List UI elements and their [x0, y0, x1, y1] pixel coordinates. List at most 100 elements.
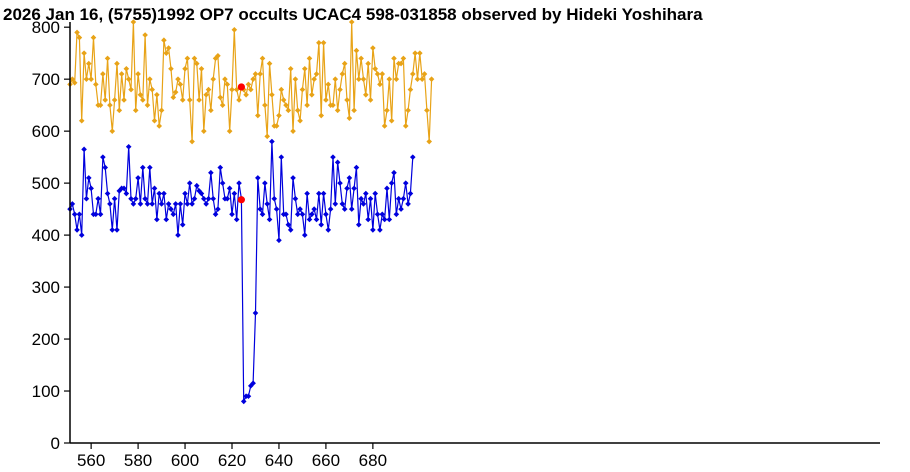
- series-2-point: [313, 216, 320, 223]
- series-1-point: [269, 91, 275, 98]
- series-1-point: [163, 50, 170, 56]
- series-2-point: [405, 201, 411, 207]
- series-2-point: [177, 201, 184, 207]
- series-1-point: [297, 117, 303, 124]
- y-tick-label: 100: [32, 382, 60, 401]
- series-2-point: [151, 185, 158, 192]
- series-1-point: [285, 107, 292, 114]
- series-1-point: [379, 71, 386, 77]
- series-2-point: [121, 185, 127, 192]
- y-tick-label: 800: [32, 18, 60, 37]
- series-2-point: [97, 211, 104, 218]
- series-1-point: [156, 123, 163, 129]
- series-1-point: [414, 76, 421, 82]
- series-2-point: [102, 164, 109, 171]
- series-1-point: [348, 19, 355, 25]
- y-tick-label: 200: [32, 330, 60, 349]
- series-1-point: [290, 128, 296, 134]
- series-1-point: [177, 81, 184, 88]
- series-2-point: [163, 216, 170, 223]
- series-2-point: [132, 195, 139, 202]
- series-1-point: [393, 76, 400, 82]
- series-2-point: [341, 206, 348, 212]
- series-2-point: [205, 195, 212, 202]
- series-2-point: [144, 201, 151, 207]
- series-1-point: [111, 97, 118, 103]
- series-2-point: [374, 211, 381, 218]
- series-1-point: [229, 86, 235, 93]
- series-1-point: [130, 19, 137, 25]
- series-2-point: [186, 180, 193, 186]
- series-1-point: [118, 71, 125, 77]
- series-1-point: [121, 97, 127, 103]
- series-1-point: [381, 123, 388, 129]
- series-2-point: [278, 154, 285, 160]
- series-1-point: [273, 123, 280, 129]
- y-tick-label: 0: [51, 434, 60, 453]
- y-tick-label: 400: [32, 226, 60, 245]
- series-2-point: [215, 206, 221, 212]
- series-1-point: [299, 86, 306, 93]
- series-1-point: [294, 107, 301, 114]
- series-1-point: [332, 76, 339, 82]
- series-2-point: [273, 206, 280, 212]
- series-1-point: [168, 65, 174, 72]
- series-1-point: [247, 86, 254, 93]
- series-2-point: [142, 195, 148, 202]
- series-2-point: [311, 206, 317, 212]
- series-1-point: [276, 112, 282, 119]
- series-1-point: [210, 76, 217, 82]
- series-2-point: [391, 169, 397, 176]
- series-1-point: [386, 76, 393, 82]
- series-1-point: [71, 80, 78, 86]
- series-1-point: [341, 60, 348, 67]
- series-1-point: [208, 107, 214, 114]
- series-2-point: [161, 190, 167, 197]
- series-1-point: [142, 32, 148, 38]
- series-1-point: [203, 91, 209, 98]
- series-2-point: [158, 201, 165, 207]
- series-2-point: [125, 143, 132, 150]
- series-1-point: [205, 86, 212, 93]
- series-2-point: [149, 201, 155, 207]
- series-2-point: [358, 195, 364, 202]
- chart-title: 2026 Jan 16, (5755)1992 OP7 occults UCAC…: [3, 5, 703, 24]
- series-2-point: [100, 154, 106, 160]
- series-1-point: [355, 76, 362, 82]
- series-1-point: [419, 76, 425, 82]
- series-2-point: [348, 206, 355, 212]
- series-1-point: [374, 71, 381, 77]
- series-2-point: [247, 383, 254, 389]
- series-2-point: [304, 190, 310, 197]
- series-1-point: [426, 138, 433, 145]
- series-1-point: [151, 117, 158, 124]
- series-1-point: [125, 76, 132, 82]
- series-1-point: [81, 50, 87, 56]
- series-1-point: [252, 71, 259, 77]
- series-1-point: [97, 102, 104, 108]
- series-2-point: [398, 206, 404, 212]
- series-2-point: [409, 154, 416, 160]
- series-1-point: [78, 117, 85, 124]
- series-2-point: [292, 195, 299, 202]
- series-2-point: [370, 227, 376, 233]
- series-1-point: [344, 97, 350, 103]
- series-2-point: [184, 201, 191, 207]
- series-2-point: [377, 227, 383, 233]
- series-2-point: [78, 232, 85, 238]
- series-1-point: [144, 102, 151, 108]
- series-2-point: [226, 185, 233, 192]
- series-1-point: [217, 94, 224, 101]
- series-1-point: [189, 138, 195, 145]
- series-1-point: [330, 102, 336, 108]
- series-2-point: [283, 211, 289, 218]
- series-2-point: [182, 190, 188, 197]
- series-1-point: [128, 86, 134, 93]
- x-tick-label: 600: [171, 451, 199, 470]
- series-2-point: [306, 216, 313, 223]
- series-2-line: [69, 141, 414, 402]
- series-2-point: [128, 195, 134, 202]
- series-2-point: [107, 201, 113, 207]
- series-2-point: [210, 195, 217, 202]
- series-1-point: [370, 45, 376, 51]
